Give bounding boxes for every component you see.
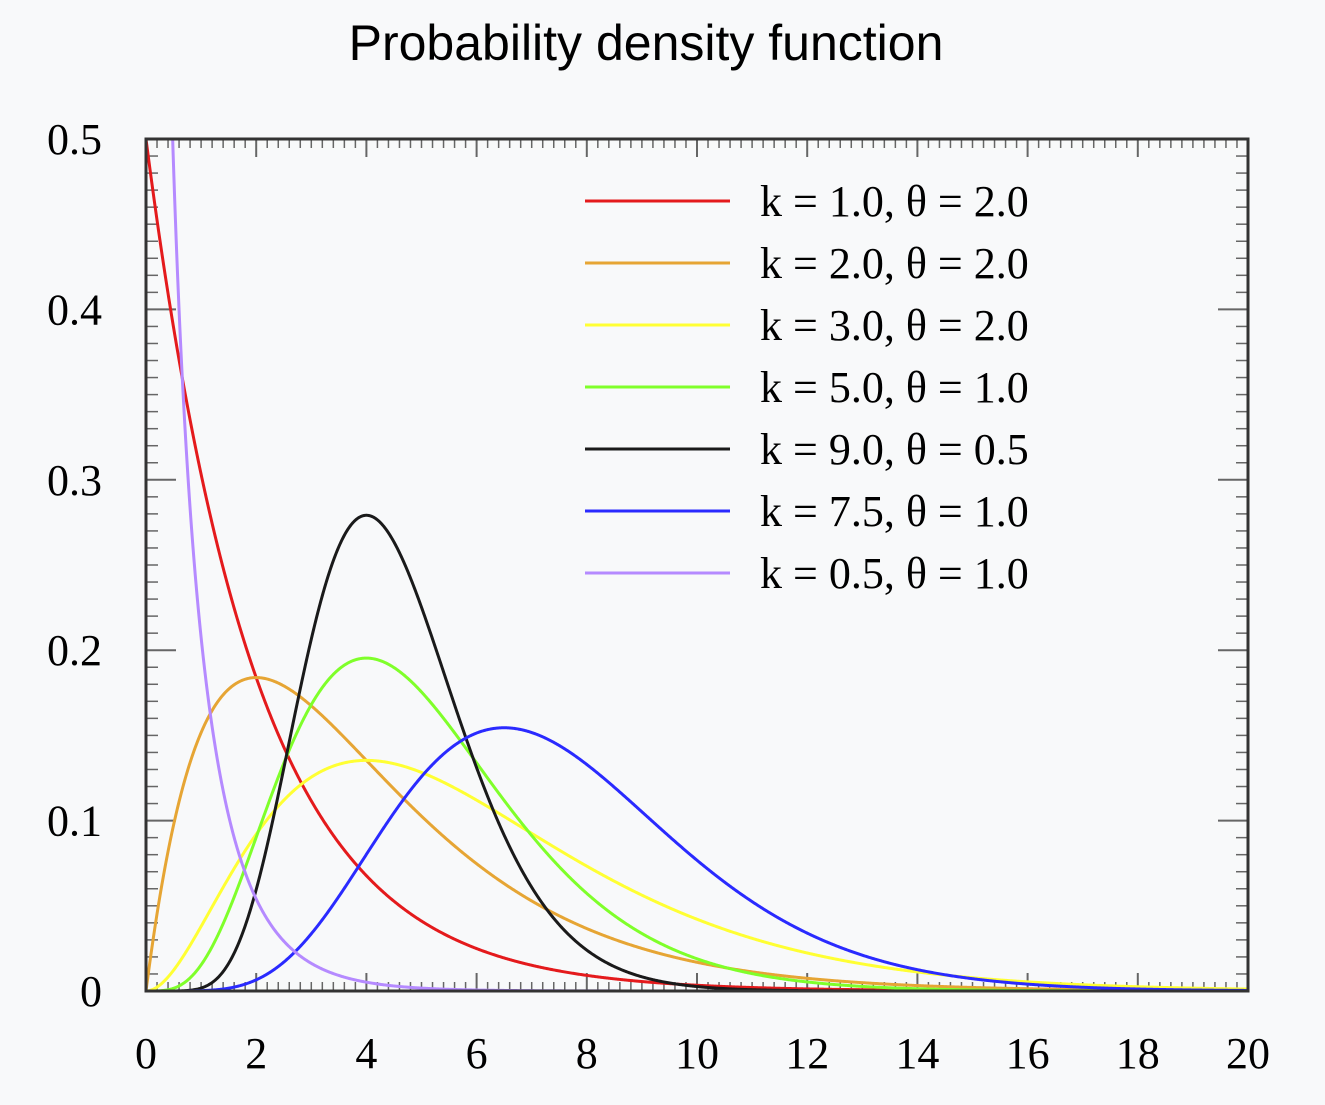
y-tick-label: 0.1 bbox=[47, 797, 102, 846]
legend-label: k = 5.0, θ = 1.0 bbox=[760, 363, 1029, 412]
series-line bbox=[146, 656, 1248, 991]
series-line bbox=[146, 513, 1248, 991]
x-tick-label: 14 bbox=[895, 1029, 939, 1078]
x-tick-label: 20 bbox=[1226, 1029, 1270, 1078]
x-tick-label: 8 bbox=[576, 1029, 598, 1078]
y-tick-label: 0.3 bbox=[47, 456, 102, 505]
chart-title: Probability density function bbox=[349, 15, 944, 71]
series-line bbox=[146, 676, 1248, 991]
legend-label: k = 3.0, θ = 2.0 bbox=[760, 301, 1029, 350]
x-tick-label: 10 bbox=[675, 1029, 719, 1078]
legend-label: k = 9.0, θ = 0.5 bbox=[760, 425, 1029, 474]
x-tick-label: 4 bbox=[355, 1029, 377, 1078]
y-tick-label: 0.5 bbox=[47, 115, 102, 164]
legend-label: k = 7.5, θ = 1.0 bbox=[760, 487, 1029, 536]
tick-labels: 0 2 4 6 8 10 12 14 16 18 20 0 0.1 0.2 0.3 0.4 0.5 bbox=[47, 115, 1270, 1078]
series-line bbox=[146, 726, 1248, 991]
series-line bbox=[146, 758, 1248, 991]
y-tick-label: 0 bbox=[80, 967, 102, 1016]
y-tick-label: 0.4 bbox=[47, 285, 102, 334]
legend-label: k = 0.5, θ = 1.0 bbox=[760, 549, 1029, 598]
y-tick-label: 0.2 bbox=[47, 626, 102, 675]
x-tick-label: 18 bbox=[1116, 1029, 1160, 1078]
x-tick-label: 12 bbox=[785, 1029, 829, 1078]
legend-label: k = 1.0, θ = 2.0 bbox=[760, 177, 1029, 226]
x-tick-label: 2 bbox=[245, 1029, 267, 1078]
x-tick-label: 0 bbox=[135, 1029, 157, 1078]
legend-label: k = 2.0, θ = 2.0 bbox=[760, 239, 1029, 288]
plot-frame bbox=[144, 137, 1250, 993]
axis-ticks bbox=[145, 138, 1249, 992]
x-tick-label: 6 bbox=[466, 1029, 488, 1078]
legend: k = 1.0, θ = 2.0 k = 2.0, θ = 2.0 k = 3.0,… bbox=[585, 177, 1029, 598]
series-line bbox=[146, 139, 1248, 991]
x-tick-label: 16 bbox=[1006, 1029, 1050, 1078]
